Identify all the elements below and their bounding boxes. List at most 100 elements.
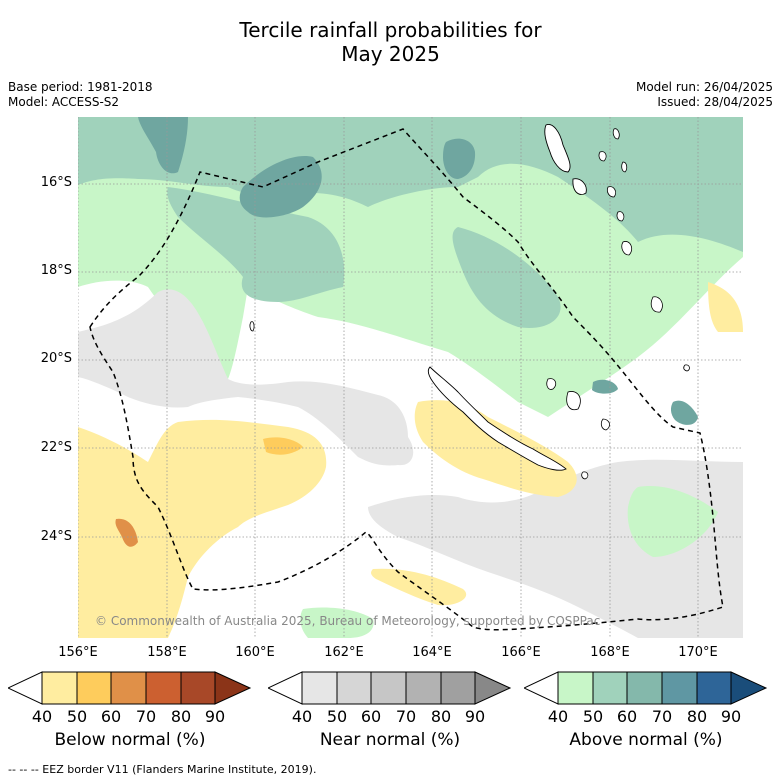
below-normal-50-region-2 (414, 400, 577, 497)
above-normal-60-region-4 (631, 177, 743, 237)
cbar-near-60-70 (370, 671, 407, 705)
cbar-near-80-90 (440, 671, 476, 705)
small-island-east (683, 364, 690, 372)
base-period: Base period: 1981-2018 (8, 80, 153, 94)
vanuatu-espiritu-santo (544, 124, 571, 173)
vanuatu-efate (606, 186, 616, 198)
eez-legend-footer: -- -- -- EEZ border V11 (Flanders Marine… (8, 763, 317, 776)
above-normal-60-region (78, 117, 743, 252)
cbar-near-extend-high (474, 671, 512, 705)
cbar-below-80-90 (180, 671, 216, 705)
cbar-above-80-90 (696, 671, 732, 705)
cbar-above-60-70 (626, 671, 663, 705)
colorbar-near-normal: 40 50 60 70 80 90 (268, 671, 512, 726)
below-normal-50-region-3 (708, 282, 743, 332)
cbar-near-tick-50: 50 (326, 707, 348, 726)
cbar-near-tick-60: 60 (360, 707, 382, 726)
colorbar-near-normal-svg (268, 671, 512, 705)
colorbar-near-ticks: 40 50 60 70 80 90 (268, 705, 512, 726)
cbar-below-tick-90: 90 (204, 707, 226, 726)
cbar-near-tick-80: 80 (430, 707, 452, 726)
meta-right: Model run: 26/04/2025 Issued: 28/04/2025 (636, 80, 773, 110)
cbar-below-tick-70: 70 (135, 707, 157, 726)
lat-label-22s: 22°S (40, 440, 72, 455)
below-normal-60-patch-2 (115, 518, 138, 547)
cbar-above-tick-50: 50 (582, 707, 604, 726)
cbar-above-tick-70: 70 (651, 707, 673, 726)
cbar-near-tick-90: 90 (464, 707, 486, 726)
near-normal-50-region (78, 289, 414, 466)
colorbar-below-normal: 40 50 60 70 80 90 (8, 671, 252, 726)
colorbar-below-title: Below normal (%) (54, 730, 206, 750)
cbar-above-tick-90: 90 (720, 707, 742, 726)
cbar-above-extend-high (730, 671, 768, 705)
lon-label-162e: 162°E (324, 645, 364, 660)
map-svg (78, 117, 743, 638)
below-normal-60-patch-1 (263, 437, 303, 455)
loyalty-island-1 (546, 378, 557, 390)
lat-label-24s: 24°S (40, 529, 72, 544)
cbar-below-extend-low (8, 671, 43, 705)
chart-title: Tercile rainfall probabilities for May 2… (0, 18, 781, 66)
above-normal-70-patch-3 (443, 138, 476, 179)
model-run: Model run: 26/04/2025 (635, 80, 773, 94)
isle-of-pines (581, 471, 589, 480)
cbar-near-70-80 (405, 671, 442, 705)
cbar-below-tick-40: 40 (31, 707, 53, 726)
cbar-near-tick-40: 40 (291, 707, 313, 726)
cbar-above-40-50 (557, 671, 594, 705)
cbar-near-50-60 (336, 671, 372, 705)
above-normal-70-patch-4 (670, 400, 698, 425)
cbar-above-extend-low (524, 671, 559, 705)
eez-border-line (89, 128, 724, 631)
cbar-above-tick-80: 80 (686, 707, 708, 726)
title-line-2: May 2025 (341, 42, 440, 66)
new-caledonia-outline (427, 366, 567, 471)
loyalty-island-3 (600, 418, 610, 431)
lon-label-166e: 166°E (501, 645, 541, 660)
above-normal-60-region-3 (452, 227, 561, 328)
cbar-below-60-70 (110, 671, 147, 705)
above-normal-70-patch-5 (592, 379, 618, 394)
copyright-notice: © Commonwealth of Australia 2025, Bureau… (95, 614, 601, 628)
cbar-above-70-80 (661, 671, 698, 705)
vanuatu-northern-islands (612, 128, 628, 173)
cbar-below-extend-high (214, 671, 252, 705)
vanuatu-small-islands (598, 151, 663, 313)
lon-label-158e: 158°E (147, 645, 187, 660)
colorbar-near-title: Near normal (%) (319, 730, 461, 750)
above-normal-50-patch-bottom (300, 607, 374, 638)
lat-label-16s: 16°S (40, 175, 72, 190)
above-normal-70-patch-2 (239, 156, 322, 218)
cbar-above-tick-60: 60 (616, 707, 638, 726)
above-normal-50-patch-lower (627, 486, 718, 557)
colorbar-above-title: Above normal (%) (569, 730, 723, 750)
lat-label-20s: 20°S (40, 351, 72, 366)
lon-label-160e: 160°E (235, 645, 275, 660)
vanuatu-malekula (572, 178, 587, 195)
colorbar-above-normal: 40 50 60 70 80 90 (524, 671, 768, 726)
lon-label-170e: 170°E (678, 645, 718, 660)
cbar-near-extend-low (268, 671, 303, 705)
title-line-1: Tercile rainfall probabilities for (239, 18, 542, 42)
colorbar-below-normal-svg (8, 671, 252, 705)
cbar-below-70-80 (145, 671, 182, 705)
loyalty-island-2 (566, 391, 581, 411)
lat-label-18s: 18°S (40, 263, 72, 278)
cbar-near-tick-70: 70 (395, 707, 417, 726)
colorbar-above-ticks: 40 50 60 70 80 90 (524, 705, 768, 726)
issued-date: Issued: 28/04/2025 (657, 95, 773, 109)
colorbar-above-normal-svg (524, 671, 768, 705)
meta-left: Base period: 1981-2018 Model: ACCESS-S2 (8, 80, 153, 110)
small-island-west (249, 321, 255, 332)
cbar-above-50-60 (592, 671, 628, 705)
colorbar-below-ticks: 40 50 60 70 80 90 (8, 705, 252, 726)
lon-label-164e: 164°E (412, 645, 452, 660)
lon-label-156e: 156°E (58, 645, 98, 660)
lon-label-168e: 168°E (590, 645, 630, 660)
above-normal-70-patch-1 (138, 117, 188, 174)
map-panel (78, 117, 743, 638)
cbar-below-tick-60: 60 (100, 707, 122, 726)
above-normal-60-region-2 (167, 187, 345, 302)
below-normal-50-region-1 (78, 419, 327, 638)
